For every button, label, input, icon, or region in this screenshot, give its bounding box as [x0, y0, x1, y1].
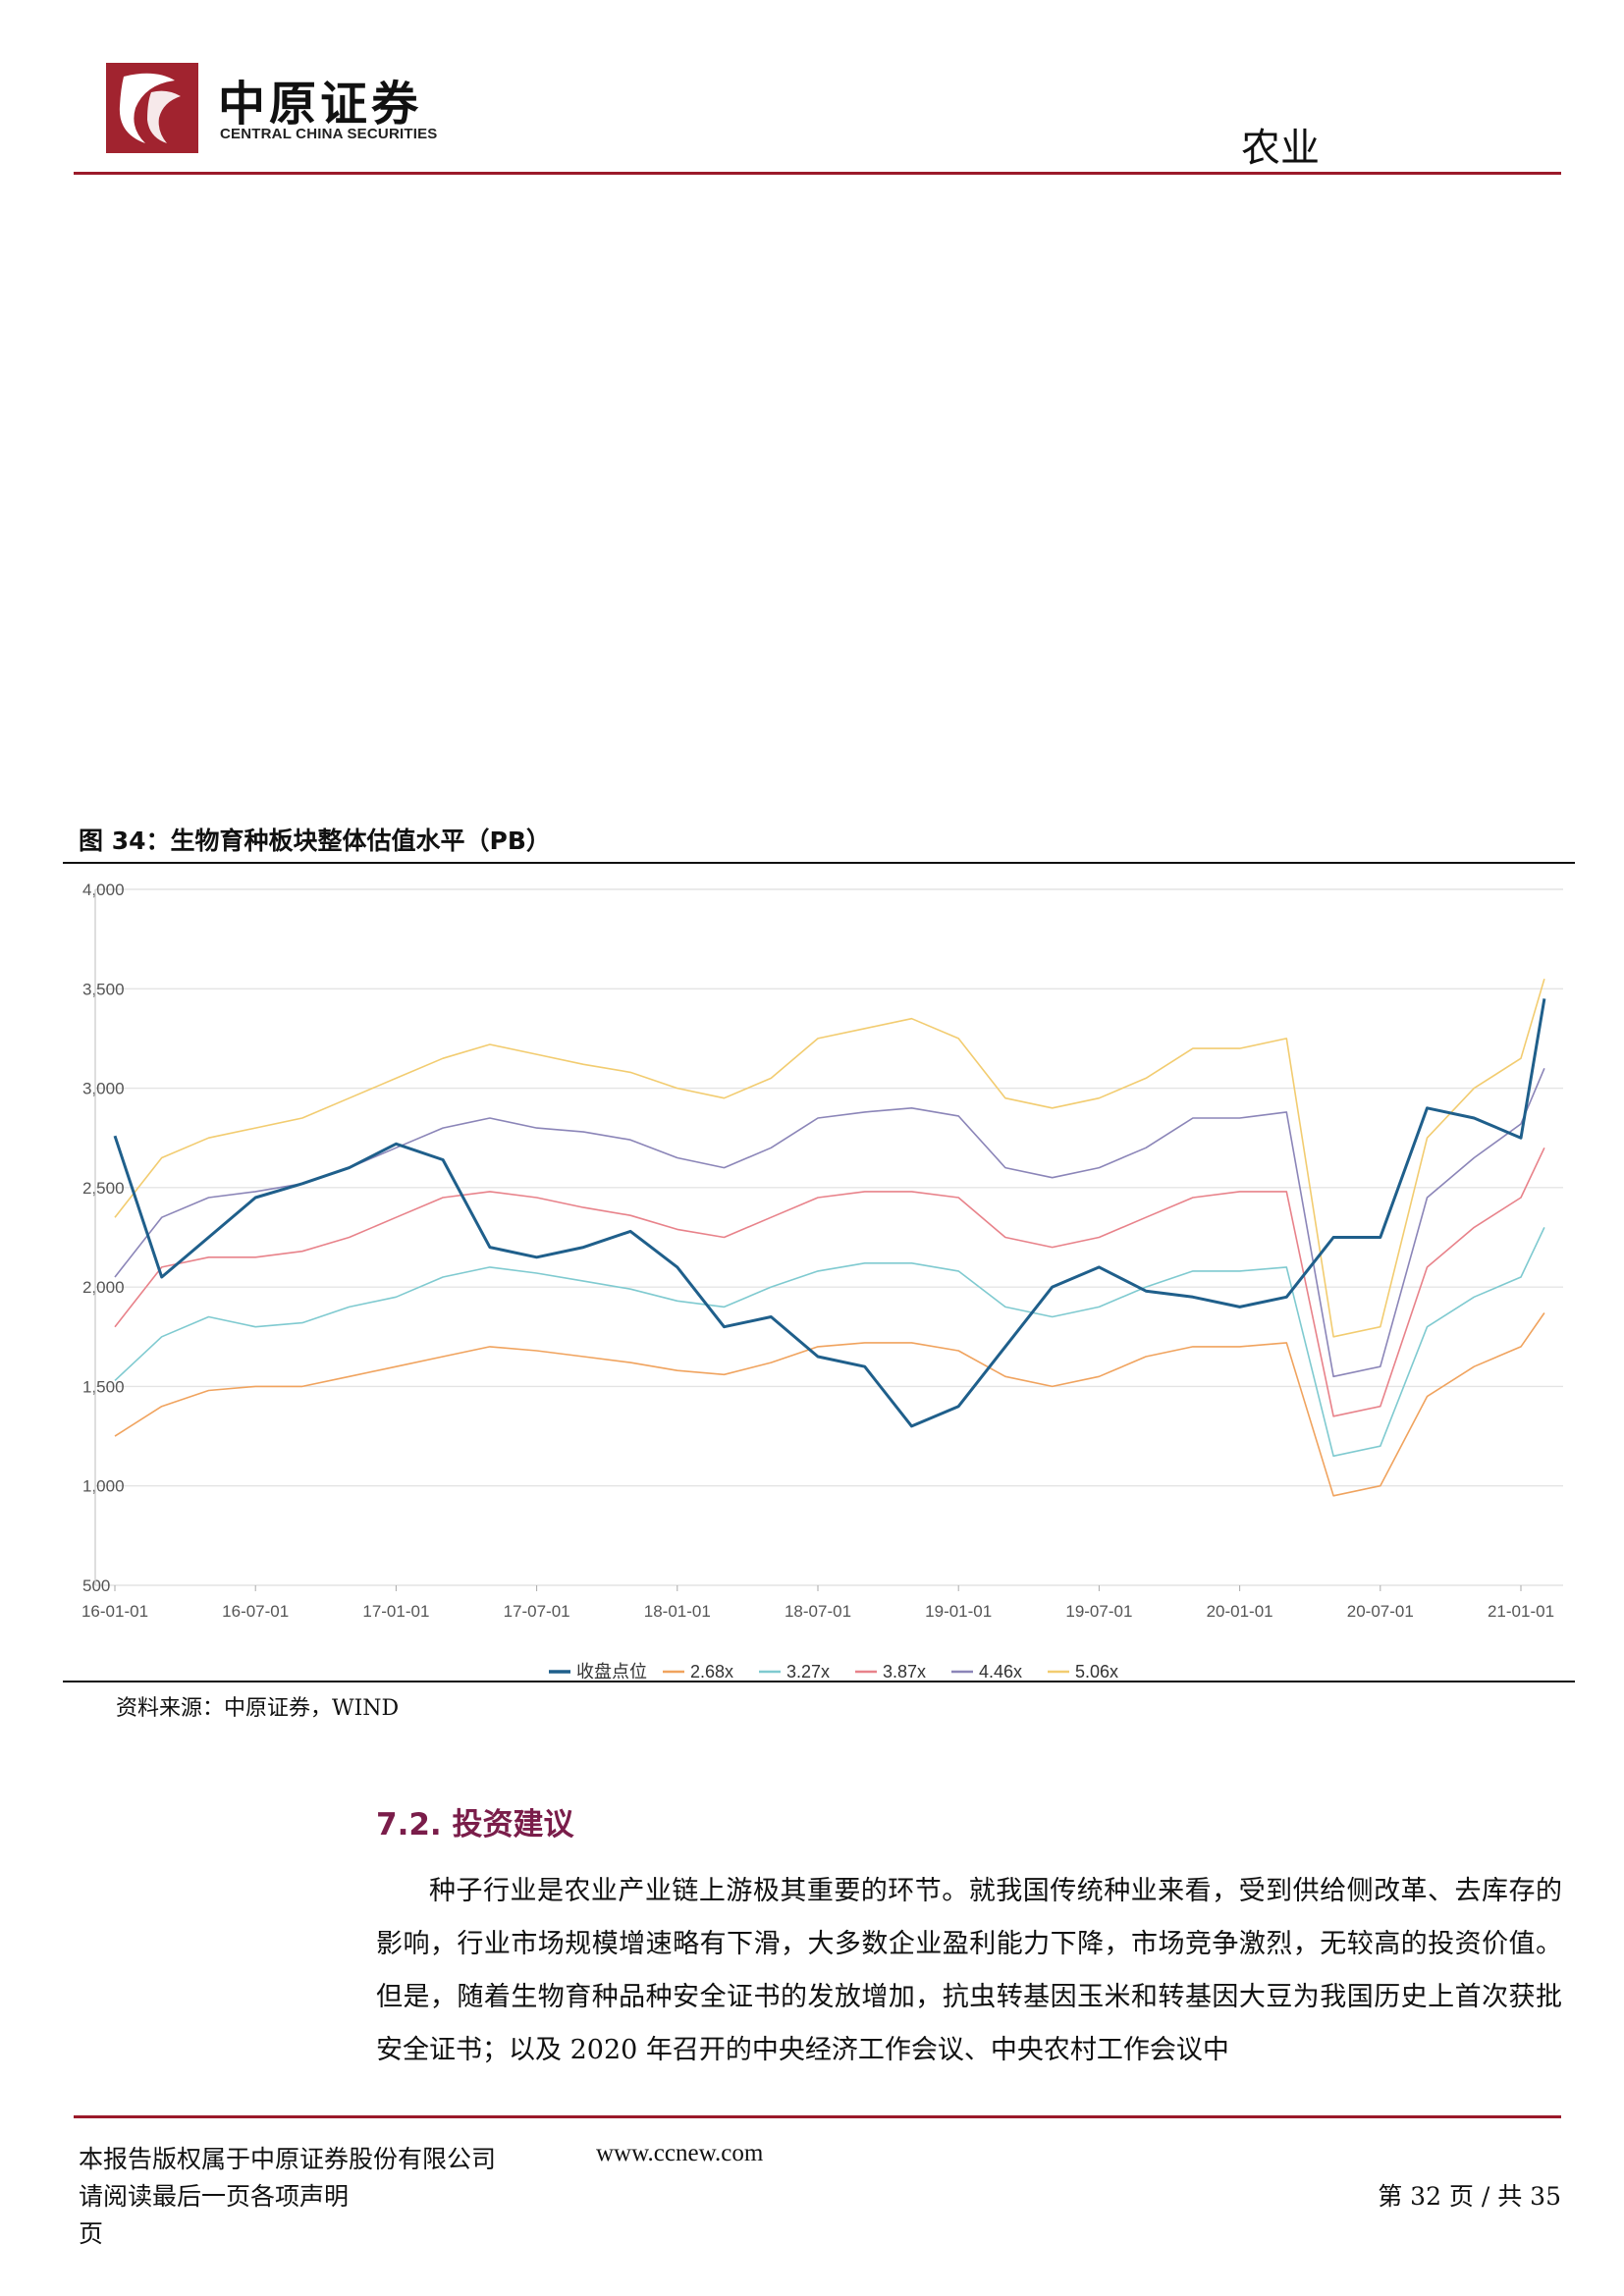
header-divider: [74, 172, 1561, 175]
footer-page-word: 页: [79, 2219, 104, 2248]
series-line-收盘点位: [113, 998, 1546, 1428]
legend-label: 4.46x: [979, 1662, 1022, 1679]
series-line-4.46x: [114, 1067, 1545, 1378]
pb-valuation-chart: 4,000 3,500 3,000 2,500 2,000 1,500 1,000 500 16…: [81, 881, 1563, 1679]
company-name-en: CENTRAL CHINA SECURITIES: [220, 126, 438, 142]
legend-label: 5.06x: [1075, 1662, 1118, 1679]
y-tick-label: 1,000: [82, 1477, 125, 1496]
legend-label: 收盘点位: [576, 1662, 647, 1679]
legend-label: 2.68x: [690, 1662, 733, 1679]
x-tick-label: 17-01-01: [362, 1602, 429, 1621]
series-line-2.68x: [114, 1312, 1545, 1497]
y-tick-label: 1,500: [82, 1377, 125, 1396]
figure-source: 资料来源：中原证券，WIND: [116, 1696, 400, 1721]
company-logo-mark: [106, 63, 198, 153]
y-tick-label: 2,500: [82, 1179, 125, 1198]
x-tick-label: 16-01-01: [81, 1602, 148, 1621]
x-tick-label: 19-07-01: [1065, 1602, 1132, 1621]
y-tick-label: 3,000: [82, 1080, 125, 1098]
x-tick-label: 18-01-01: [644, 1602, 711, 1621]
footer-website-link[interactable]: www.ccnew.com: [596, 2140, 764, 2166]
footer-page-number: 第 32 页 / 共 35: [1378, 2182, 1561, 2211]
legend-label: 3.87x: [883, 1662, 926, 1679]
footer-notice: 请阅读最后一页各项声明: [79, 2182, 350, 2211]
x-tick-label: 18-07-01: [785, 1602, 851, 1621]
series-line-3.27x: [114, 1227, 1545, 1458]
figure-top-rule: [63, 862, 1575, 864]
series-line-5.06x: [114, 978, 1545, 1338]
x-tick-label: 17-07-01: [504, 1602, 570, 1621]
series-line-3.87x: [114, 1147, 1545, 1417]
section-body: 种子行业是农业产业链上游极其重要的环节。就我国传统种业来看，受到供给侧改革、去库…: [376, 1876, 1562, 2065]
y-tick-label: 4,000: [82, 881, 125, 899]
legend-label: 3.27x: [786, 1662, 830, 1679]
x-tick-label: 19-01-01: [925, 1602, 992, 1621]
y-tick-label: 2,000: [82, 1278, 125, 1297]
x-tick-label: 20-01-01: [1207, 1602, 1273, 1621]
y-tick-label: 500: [82, 1576, 110, 1595]
company-name-cn: 中原证券: [218, 77, 423, 132]
x-tick-label: 20-07-01: [1347, 1602, 1414, 1621]
footer-divider: [74, 2115, 1561, 2118]
x-tick-label: 16-07-01: [222, 1602, 289, 1621]
x-tick-label: 21-01-01: [1488, 1602, 1554, 1621]
figure-bottom-rule: [63, 1681, 1575, 1682]
y-tick-label: 3,500: [82, 980, 125, 998]
figure-caption: 图 34：生物育种板块整体估值水平（PB）: [79, 827, 551, 855]
footer-copyright: 本报告版权属于中原证券股份有限公司: [79, 2145, 497, 2173]
sector-label: 农业: [1241, 126, 1320, 171]
section-title: 7.2. 投资建议: [376, 1807, 574, 1842]
